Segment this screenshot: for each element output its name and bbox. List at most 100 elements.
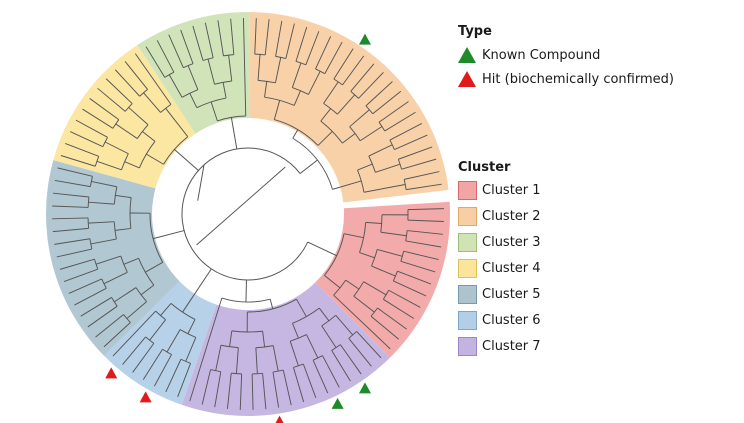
branch [339,344,362,375]
branch [359,126,383,142]
branch [337,94,356,115]
branch [320,120,343,144]
branch [406,183,442,191]
branch [343,233,364,239]
branch [146,153,164,165]
branch [272,371,280,408]
legend-item-cluster-7: Cluster 7 [458,333,541,359]
cluster-7-swatch [458,336,477,356]
known-compound-marker-2 [358,382,371,394]
branch [370,307,378,317]
branch [245,279,247,302]
branch [255,347,258,374]
branch [308,71,321,95]
branch [397,270,432,285]
branch [180,29,194,64]
branch [335,314,354,336]
cluster-3-swatch [458,232,477,252]
branch [103,322,131,348]
branch [155,310,166,321]
branch [324,275,341,289]
branch [404,171,440,180]
sector-cluster-1 [315,201,450,358]
branch [262,331,266,348]
branch [217,20,224,56]
branch [348,331,357,339]
branch [255,345,274,349]
branch [324,41,343,74]
branch [210,101,218,122]
branch [401,158,437,170]
branch [365,105,374,115]
branch [60,155,96,167]
branch [90,238,117,245]
branch [254,18,257,55]
branch [97,87,126,112]
branch [226,373,232,409]
branch [140,284,155,296]
branch [257,54,261,81]
branch [153,230,185,240]
branch [407,208,444,211]
branch [54,179,91,188]
branch [315,36,332,70]
tree-branches [52,18,444,410]
branch [242,18,247,117]
cluster-5-swatch [458,284,477,304]
branch [114,69,141,97]
branch [174,148,199,171]
branch [126,301,147,319]
branch [52,205,89,208]
branch [124,161,140,169]
branch [358,72,384,99]
branch [292,129,299,139]
branch [274,57,282,83]
branch [53,192,89,198]
branch [166,329,181,353]
branch [105,78,133,104]
branch [307,241,337,257]
compound-markers [105,33,371,423]
cluster-legend-title: Cluster [458,160,511,175]
branch [182,268,212,313]
branch [177,363,192,398]
known-compound-marker-3 [331,397,344,409]
branch [407,230,443,235]
branch [292,307,320,324]
branch [348,338,372,367]
branch [296,298,307,317]
cluster-7-label: Cluster 7 [482,338,541,354]
branch [189,297,223,402]
branch [114,287,137,303]
branch [251,373,254,410]
cluster-1-label: Cluster 1 [482,182,541,198]
hit-marker-4 [275,415,284,423]
branch [317,131,333,146]
branch [264,96,295,106]
branch [321,325,337,348]
branch [82,108,114,129]
branch [230,18,235,55]
red-triangle-icon [458,71,476,87]
branch [210,369,221,373]
branch [368,144,393,157]
branch [363,184,406,193]
branch [321,314,337,327]
branch [349,109,370,128]
branch [181,147,309,281]
branch [102,137,108,147]
branch [292,323,299,339]
sector-cluster-4 [46,160,180,356]
branch [104,141,129,155]
branch [331,350,351,382]
branch [123,257,139,265]
branch [165,107,189,137]
branch [142,131,156,142]
branch [383,298,415,319]
branch [128,107,149,126]
branch [54,238,91,245]
branch [124,61,148,90]
branch [359,222,367,253]
branch [353,295,375,313]
